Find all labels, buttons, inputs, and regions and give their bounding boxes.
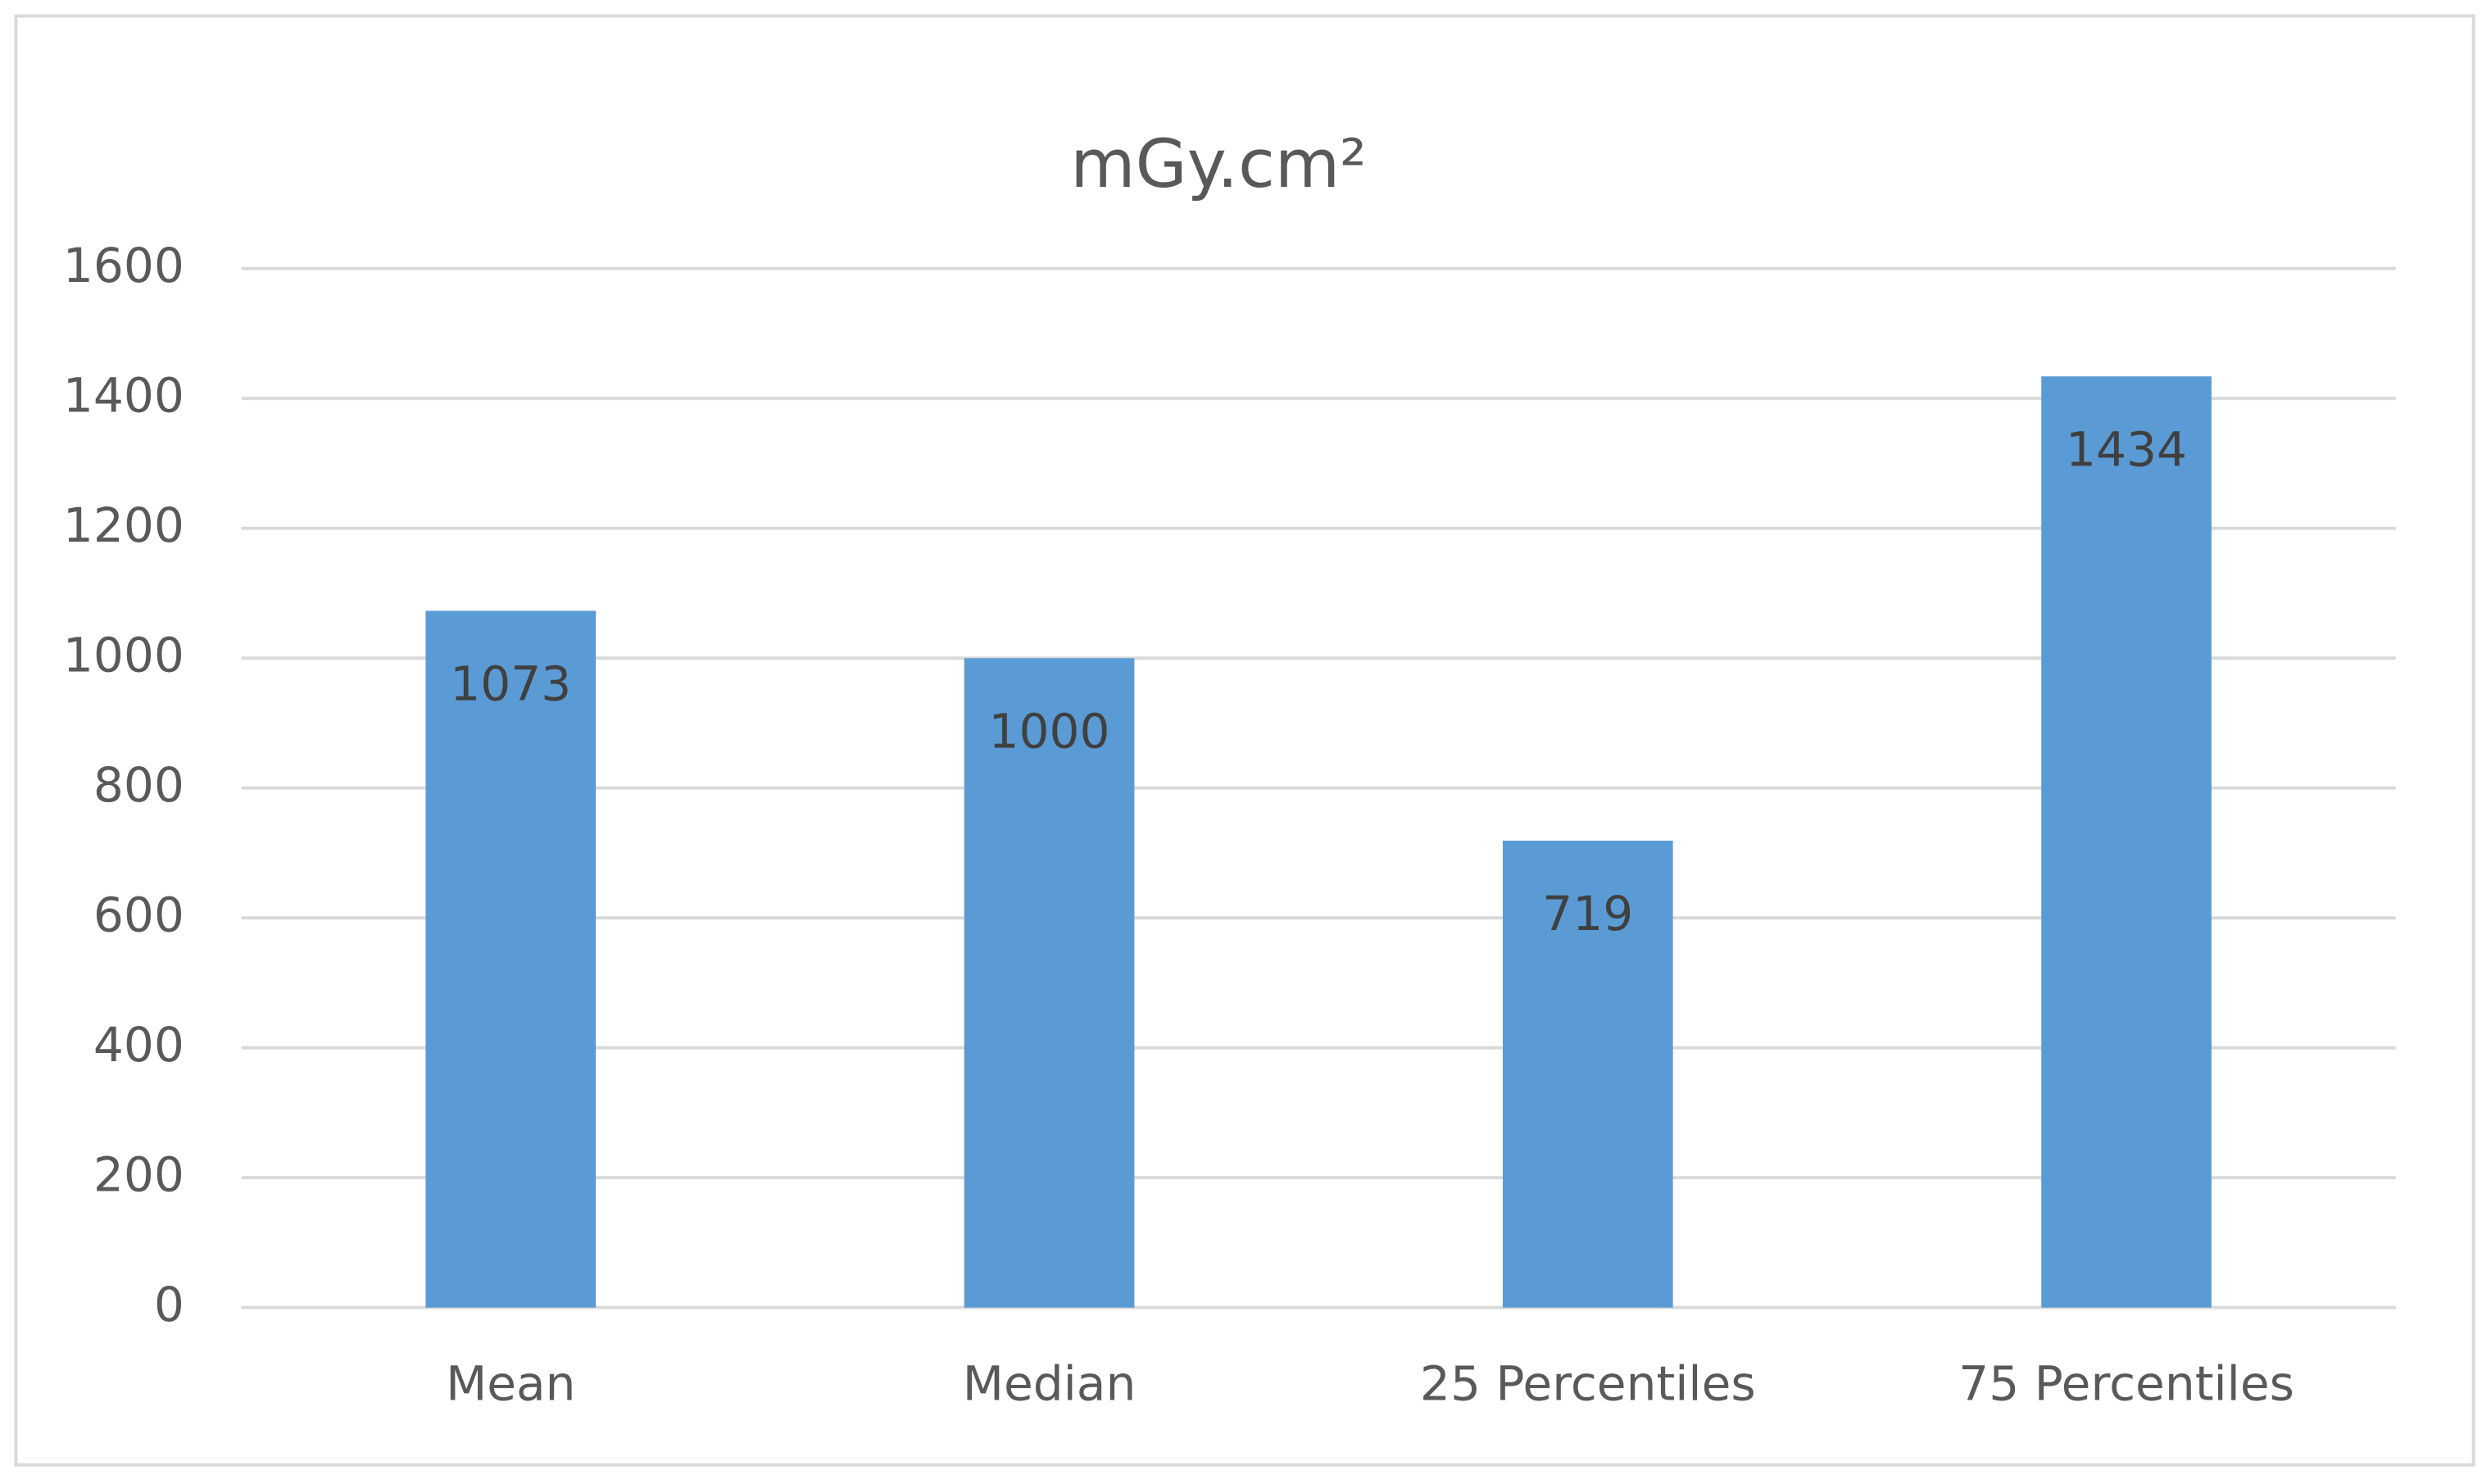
chart-title: mGy.cm² [1070, 125, 1367, 203]
value-label: 719 [1542, 886, 1633, 942]
x-tick-label: Median [963, 1356, 1137, 1412]
y-tick-label: 400 [93, 1017, 184, 1073]
value-label: 1000 [989, 703, 1110, 759]
value-label: 1434 [2066, 421, 2187, 477]
y-tick-label: 1400 [63, 367, 184, 423]
bar [425, 610, 597, 1308]
x-tick-label: 25 Percentiles [1420, 1356, 1756, 1412]
x-tick-label: Mean [446, 1356, 575, 1412]
x-tick-label: 75 Percentiles [1958, 1356, 2294, 1412]
bar [2041, 376, 2212, 1308]
y-tick-label: 1200 [63, 497, 184, 553]
y-tick-label: 0 [154, 1277, 184, 1332]
y-tick-label: 1600 [63, 238, 184, 293]
y-tick-label: 200 [93, 1146, 184, 1202]
y-tick-label: 600 [93, 887, 184, 942]
y-tick-label: 800 [93, 757, 184, 813]
value-label: 1073 [450, 656, 571, 712]
y-tick-label: 1000 [63, 627, 184, 683]
bar [1502, 840, 1673, 1308]
bar [964, 658, 1135, 1308]
